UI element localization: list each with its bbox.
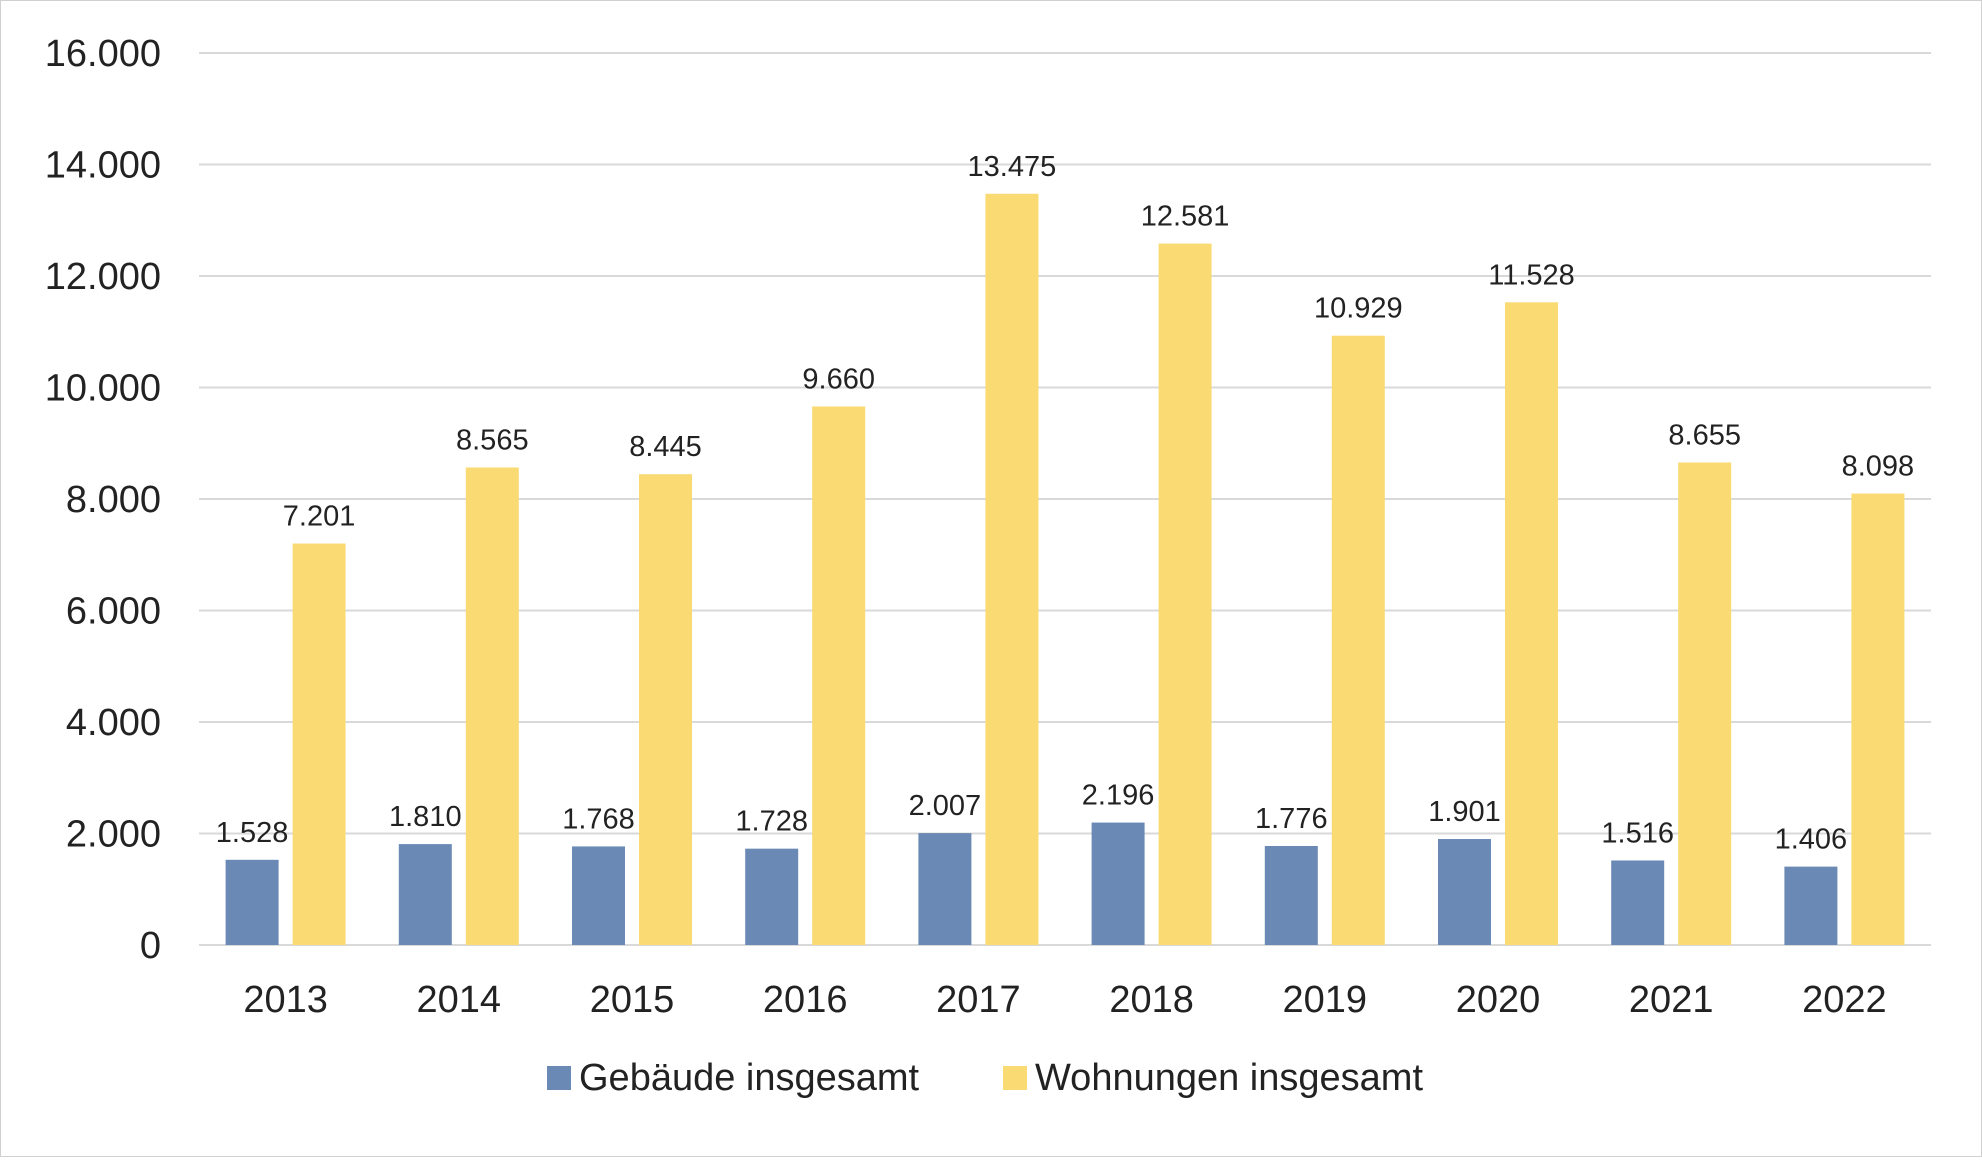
x-tick-label: 2013	[243, 979, 328, 1021]
y-tick-label: 8.000	[66, 479, 161, 521]
data-label: 1.516	[1601, 817, 1674, 849]
x-axis-ticks: 2013 2014 2015 2016 2017 2018 2019 2020 2021 2022	[243, 979, 1886, 1021]
bar-gebaeude	[572, 846, 625, 945]
data-label: 1.776	[1255, 803, 1328, 835]
x-tick-label: 2018	[1109, 979, 1194, 1021]
bar-gebaeude	[745, 848, 799, 945]
bars	[225, 193, 1905, 946]
data-label: 13.475	[968, 151, 1057, 183]
data-label: 1.810	[389, 801, 462, 833]
x-tick-label: 2017	[936, 979, 1021, 1021]
data-label: 8.098	[1842, 451, 1915, 483]
legend-swatch	[547, 1066, 571, 1090]
bar-gebaeude	[918, 833, 972, 945]
bar-gebaeude	[1611, 860, 1665, 945]
bar-wohnungen	[1851, 493, 1905, 945]
bar-gebaeude	[1091, 822, 1145, 945]
y-tick-label: 10.000	[45, 368, 161, 410]
y-tick-label: 2.000	[66, 814, 161, 856]
bar-wohnungen	[465, 467, 519, 945]
bar-gebaeude	[1784, 866, 1838, 945]
data-label: 9.660	[802, 363, 875, 395]
y-tick-label: 12.000	[45, 256, 161, 298]
legend-label: Gebäude insgesamt	[579, 1057, 920, 1099]
bar-wohnungen	[812, 406, 866, 946]
data-label: 1.768	[562, 803, 635, 835]
bar-wohnungen	[1505, 302, 1558, 946]
bar-wohnungen	[985, 193, 1039, 946]
data-labels: 1.528 7.201 1.810 8.565 1.768 8.445 1.728 9.660…	[216, 151, 1914, 856]
x-tick-label: 2019	[1283, 979, 1368, 1021]
data-label: 12.581	[1141, 201, 1230, 233]
bar-wohnungen	[1158, 243, 1212, 945]
y-tick-label: 16.000	[45, 33, 161, 75]
data-label: 1.406	[1775, 824, 1848, 856]
data-label: 1.528	[216, 817, 289, 849]
bar-wohnungen	[639, 474, 692, 945]
x-tick-label: 2021	[1629, 979, 1714, 1021]
data-label: 1.901	[1428, 796, 1501, 828]
data-label: 11.528	[1488, 259, 1575, 291]
x-tick-label: 2020	[1456, 979, 1541, 1021]
x-tick-label: 2014	[417, 979, 502, 1021]
y-tick-label: 6.000	[66, 591, 161, 633]
bar-wohnungen	[1331, 335, 1385, 945]
y-tick-label: 0	[140, 925, 161, 967]
y-axis-ticks: 0 2.000 4.000 6.000 8.000 10.000 12.000 14.000 1…	[45, 33, 161, 967]
data-label: 2.007	[909, 790, 982, 822]
x-tick-label: 2022	[1802, 979, 1887, 1021]
bar-gebaeude	[1438, 839, 1491, 945]
bar-gebaeude	[398, 844, 452, 945]
x-tick-label: 2016	[763, 979, 848, 1021]
bar-wohnungen	[292, 543, 346, 945]
x-tick-label: 2015	[590, 979, 675, 1021]
y-tick-label: 4.000	[66, 702, 161, 744]
bar-gebaeude	[225, 859, 279, 945]
data-label: 8.445	[629, 431, 702, 463]
bar-wohnungen	[1678, 462, 1732, 945]
legend: Gebäude insgesamt Wohnungen insgesamt	[547, 1057, 1423, 1099]
bar-gebaeude	[1264, 845, 1318, 945]
data-label: 8.565	[456, 425, 529, 457]
data-label: 1.728	[735, 806, 808, 838]
data-label: 7.201	[283, 501, 356, 533]
legend-label: Wohnungen insgesamt	[1035, 1057, 1423, 1099]
data-label: 10.929	[1314, 293, 1403, 325]
data-label: 2.196	[1082, 780, 1155, 812]
legend-swatch	[1003, 1066, 1027, 1090]
y-tick-label: 14.000	[45, 145, 161, 187]
data-label: 8.655	[1668, 419, 1741, 451]
